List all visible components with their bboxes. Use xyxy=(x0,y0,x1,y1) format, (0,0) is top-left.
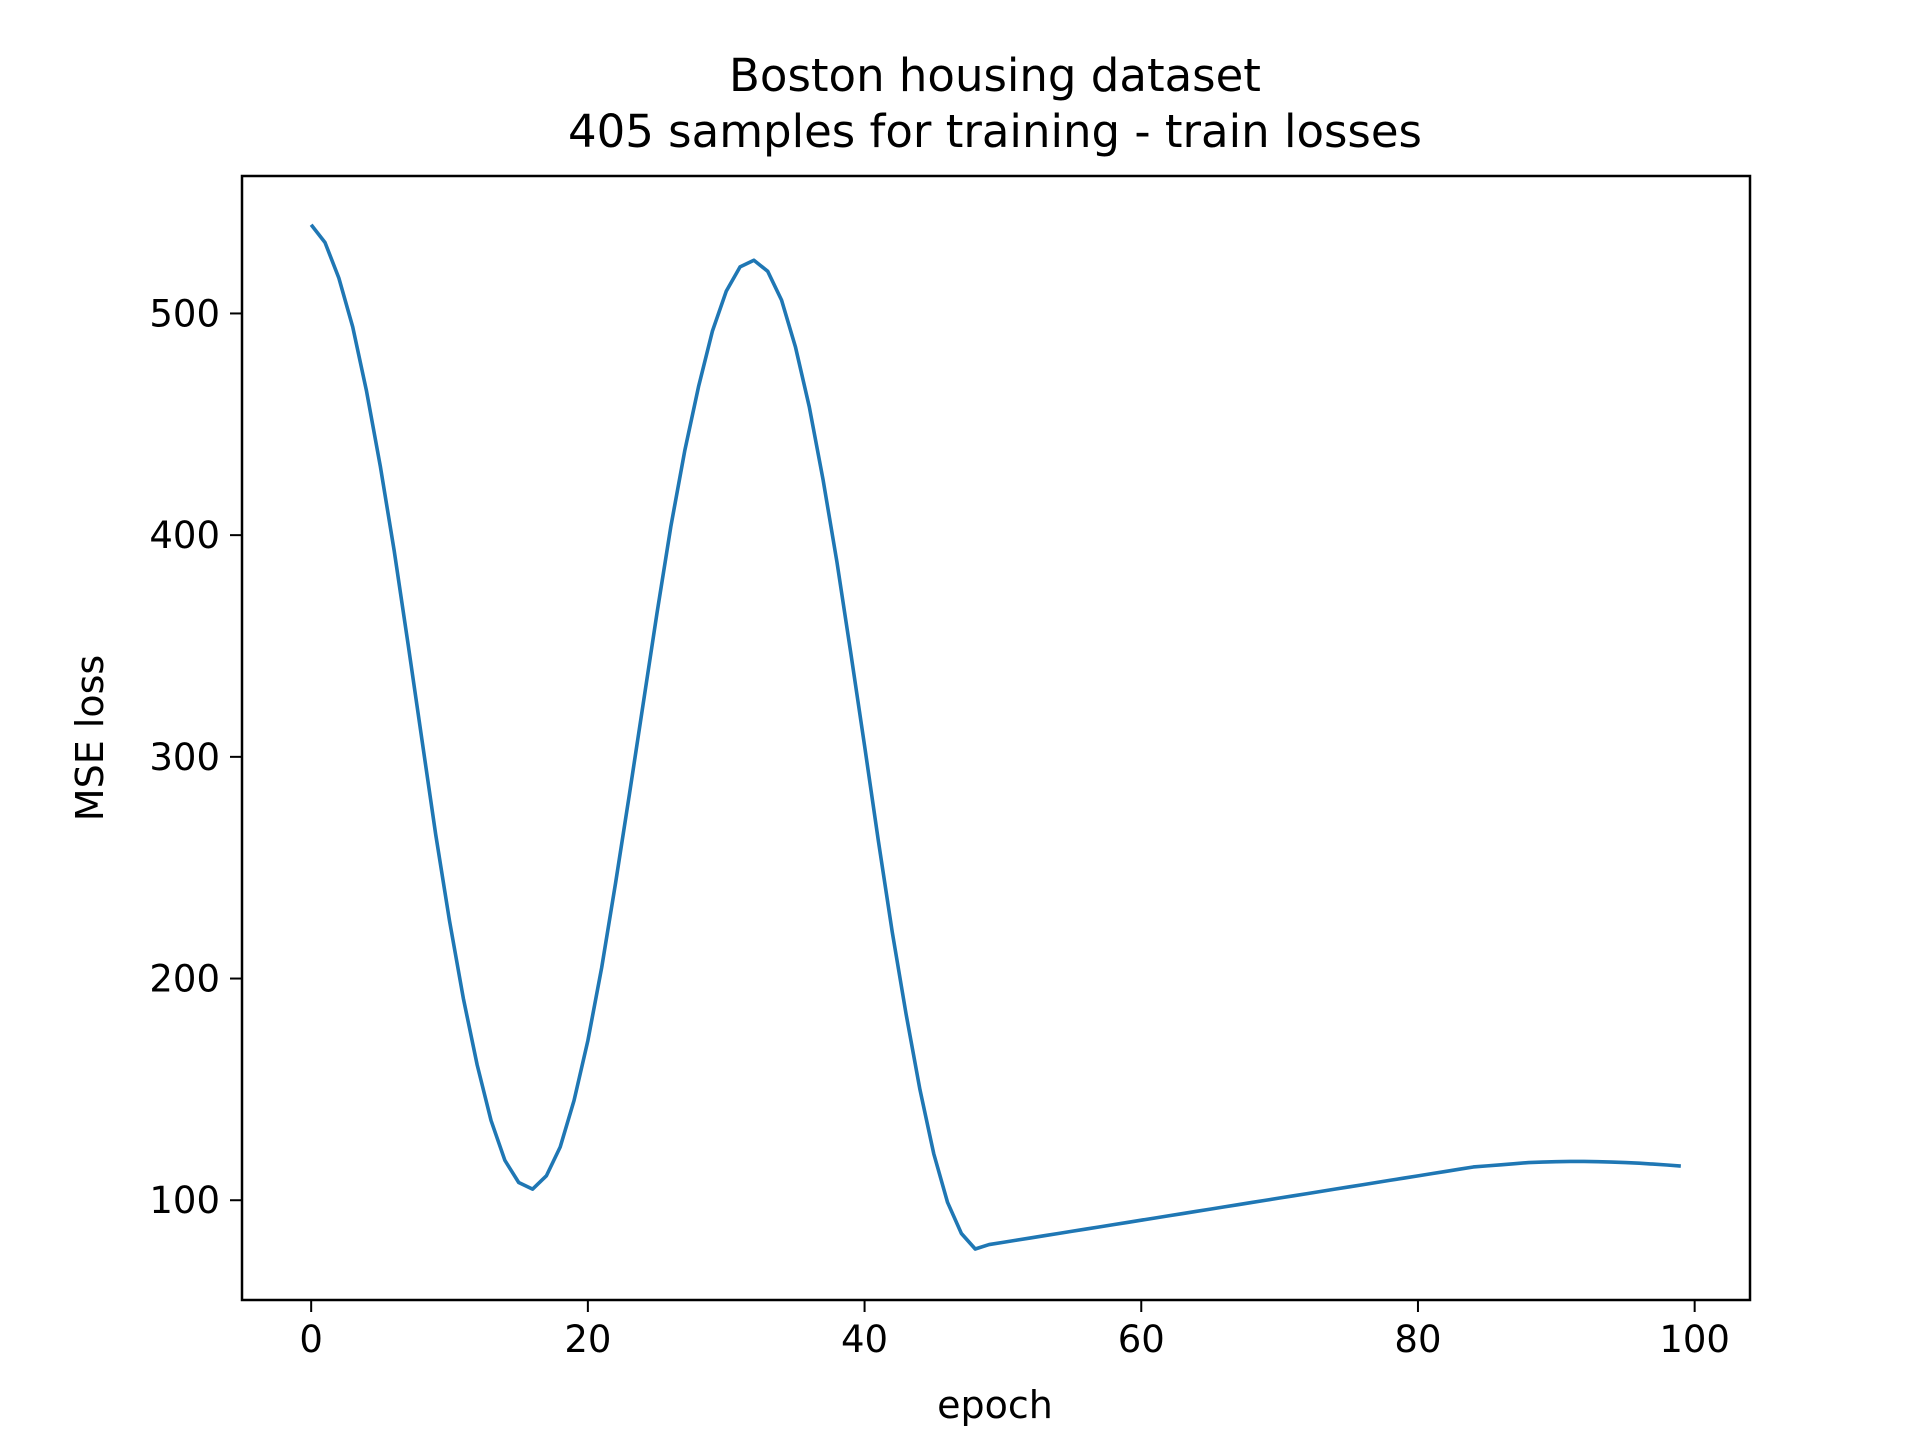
y-tick-label: 400 xyxy=(149,514,220,557)
y-axis: 100 200 300 400 500 xyxy=(149,292,242,1222)
x-tick-label: 80 xyxy=(1394,1318,1441,1361)
x-axis: 0 20 40 60 80 100 xyxy=(299,1300,1730,1361)
chart-title: Boston housing dataset xyxy=(729,49,1261,102)
y-axis-label: MSE loss xyxy=(68,655,112,821)
x-tick-label: 100 xyxy=(1659,1318,1730,1361)
y-tick-label: 200 xyxy=(149,958,220,1001)
y-tick-label: 300 xyxy=(149,736,220,779)
plot-area xyxy=(309,223,1681,1251)
y-tick-label: 500 xyxy=(149,292,220,335)
series-line xyxy=(309,223,1681,1251)
y-tick-label: 100 xyxy=(149,1179,220,1222)
x-tick-label: 40 xyxy=(841,1318,888,1361)
x-axis-label: epoch xyxy=(937,1383,1053,1427)
x-tick-label: 0 xyxy=(299,1318,323,1361)
axes-frame xyxy=(240,174,1752,1302)
x-tick-label: 60 xyxy=(1118,1318,1165,1361)
chart-subtitle: 405 samples for training - train losses xyxy=(568,105,1422,158)
x-tick-label: 20 xyxy=(564,1318,611,1361)
